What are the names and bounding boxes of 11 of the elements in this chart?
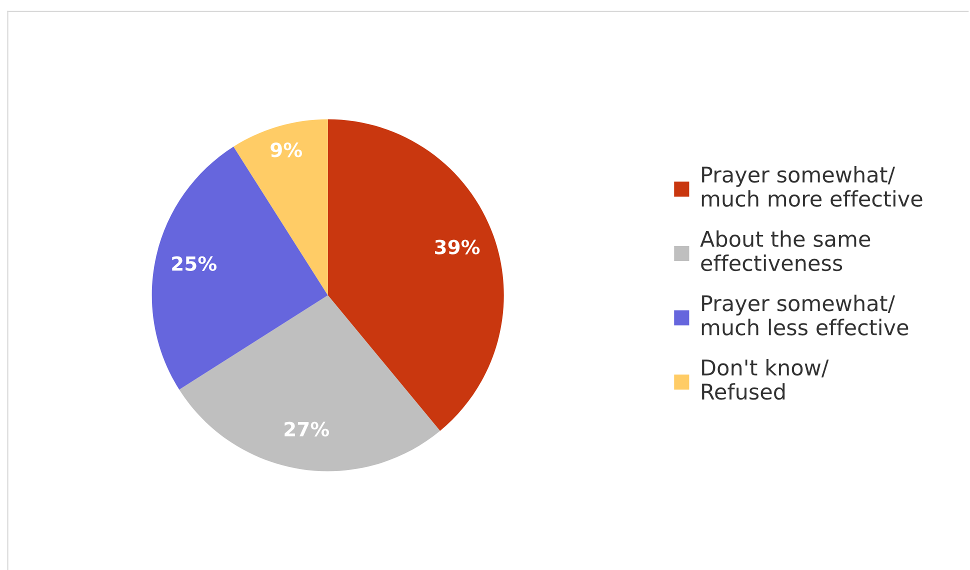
data-label: 9% [270, 142, 302, 158]
pie-slice [234, 119, 328, 296]
data-label: 39% [435, 240, 480, 254]
legend-label: Prayer somewhat/ much more effective [702, 166, 922, 207]
data-label: 27% [284, 422, 330, 437]
pie-slice [328, 119, 504, 431]
data-label: 25% [172, 256, 217, 271]
pie-slice [179, 295, 440, 472]
legend-label: Don't know/ Refused [702, 359, 829, 400]
legend-label: Prayer somewhat/ much less effective [702, 294, 908, 336]
legend-label: About the same effectiveness [700, 230, 870, 272]
